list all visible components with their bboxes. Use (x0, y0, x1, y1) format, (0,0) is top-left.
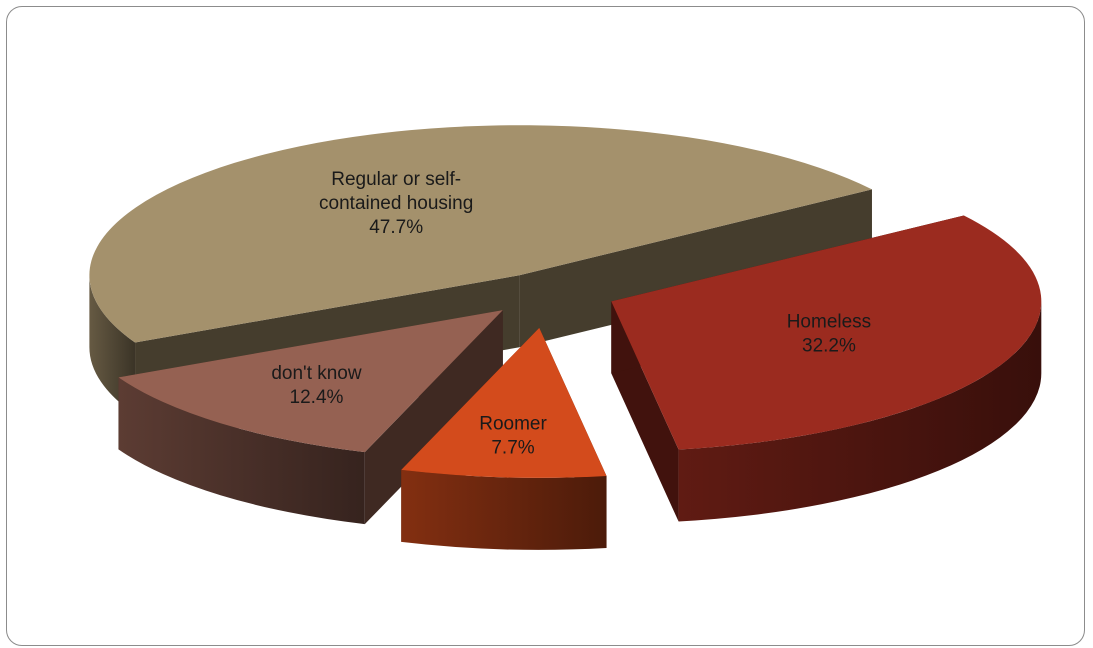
slice-category-label: Roomer (479, 413, 547, 434)
pie-labels: Homeless 32.2% Regular or self-contained h… (271, 169, 871, 458)
pie-slice (401, 327, 607, 478)
pie-slice-outer-wall (401, 469, 607, 550)
slice-percent-label: 7.7% (491, 437, 534, 458)
pie-tops (89, 125, 1042, 478)
slice-category-label: contained housing (319, 193, 473, 214)
pie-slice (611, 215, 1042, 450)
pie-slice (89, 125, 872, 343)
slice-category-label: don't know (271, 363, 362, 384)
slice-category-label: Homeless (787, 312, 871, 333)
pie-slice (118, 310, 503, 453)
pie-slice-wall (364, 310, 503, 525)
slice-percent-label: 47.7% (369, 217, 423, 238)
slice-percent-label: 12.4% (290, 387, 344, 408)
slice-category-label: Regular or self- (331, 169, 461, 190)
pie-slice-outer-wall (118, 377, 365, 525)
pie-slice-wall (519, 189, 872, 348)
pie-slice-outer-wall (678, 301, 1042, 522)
slice-percent-label: 32.2% (802, 336, 856, 357)
